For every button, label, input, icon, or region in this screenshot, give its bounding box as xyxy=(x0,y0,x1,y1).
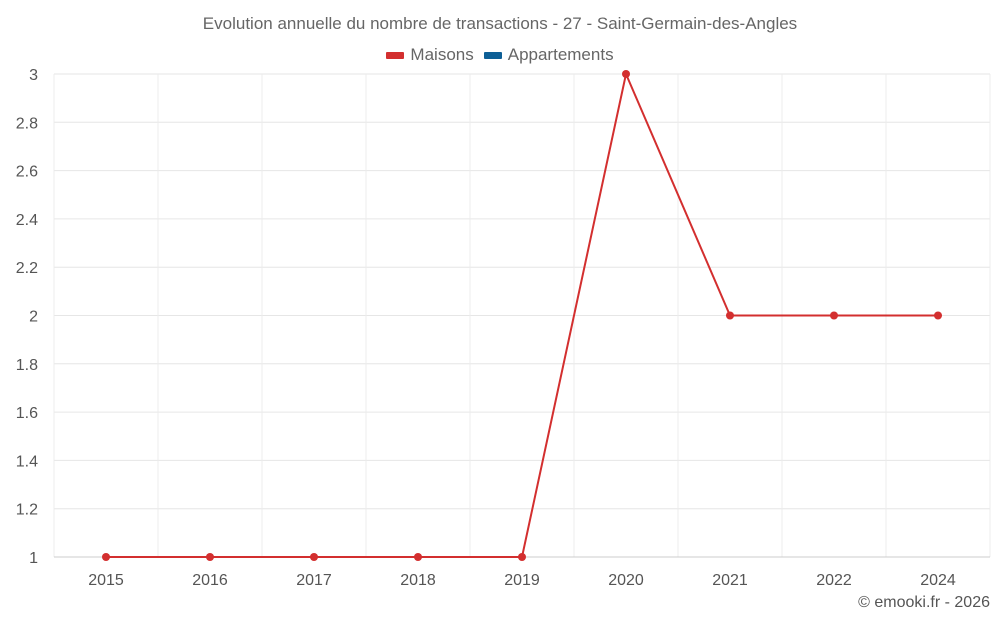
chart-title: Evolution annuelle du nombre de transact… xyxy=(202,14,798,33)
x-tick-label: 2021 xyxy=(712,572,748,589)
data-point xyxy=(414,553,422,561)
data-point xyxy=(622,70,630,78)
legend-label-appartements: Appartements xyxy=(507,45,614,64)
y-tick-label: 2 xyxy=(29,309,38,326)
x-tick-label: 2024 xyxy=(920,572,956,589)
y-tick-label: 1.2 xyxy=(16,502,38,519)
data-point xyxy=(102,553,110,561)
y-tick-label: 1 xyxy=(29,550,38,567)
legend-label-maisons: Maisons xyxy=(410,45,474,64)
y-tick-label: 2.2 xyxy=(16,260,38,277)
x-tick-label: 2018 xyxy=(400,572,436,589)
legend: Maisons Appartements xyxy=(0,45,1000,65)
y-tick-label: 3 xyxy=(29,67,38,84)
y-tick-label: 2.8 xyxy=(16,115,38,132)
data-point xyxy=(934,311,942,320)
x-tick-label: 2015 xyxy=(88,572,124,589)
data-point xyxy=(206,553,214,561)
data-point xyxy=(518,553,526,561)
x-tick-label: 2019 xyxy=(504,572,540,589)
y-tick-label: 1.4 xyxy=(16,453,38,470)
legend-swatch-maisons xyxy=(386,51,405,59)
x-tick-label: 2017 xyxy=(296,572,332,589)
x-tick-label: 2016 xyxy=(192,572,228,589)
y-tick-label: 2.4 xyxy=(16,212,38,229)
y-tick-label: 1.8 xyxy=(16,357,38,374)
legend-item-maisons[interactable]: Maisons xyxy=(386,45,474,65)
data-point xyxy=(830,311,838,320)
footer-credit: © emooki.fr - 2026 xyxy=(858,594,990,611)
data-point xyxy=(726,311,734,320)
legend-item-appartements[interactable]: Appartements xyxy=(483,45,614,65)
data-point xyxy=(310,553,318,561)
legend-swatch-appartements xyxy=(483,51,502,59)
y-tick-label: 2.6 xyxy=(16,164,38,181)
x-tick-label: 2022 xyxy=(816,572,852,589)
y-tick-label: 1.6 xyxy=(16,405,38,422)
x-tick-label: 2020 xyxy=(608,572,644,589)
